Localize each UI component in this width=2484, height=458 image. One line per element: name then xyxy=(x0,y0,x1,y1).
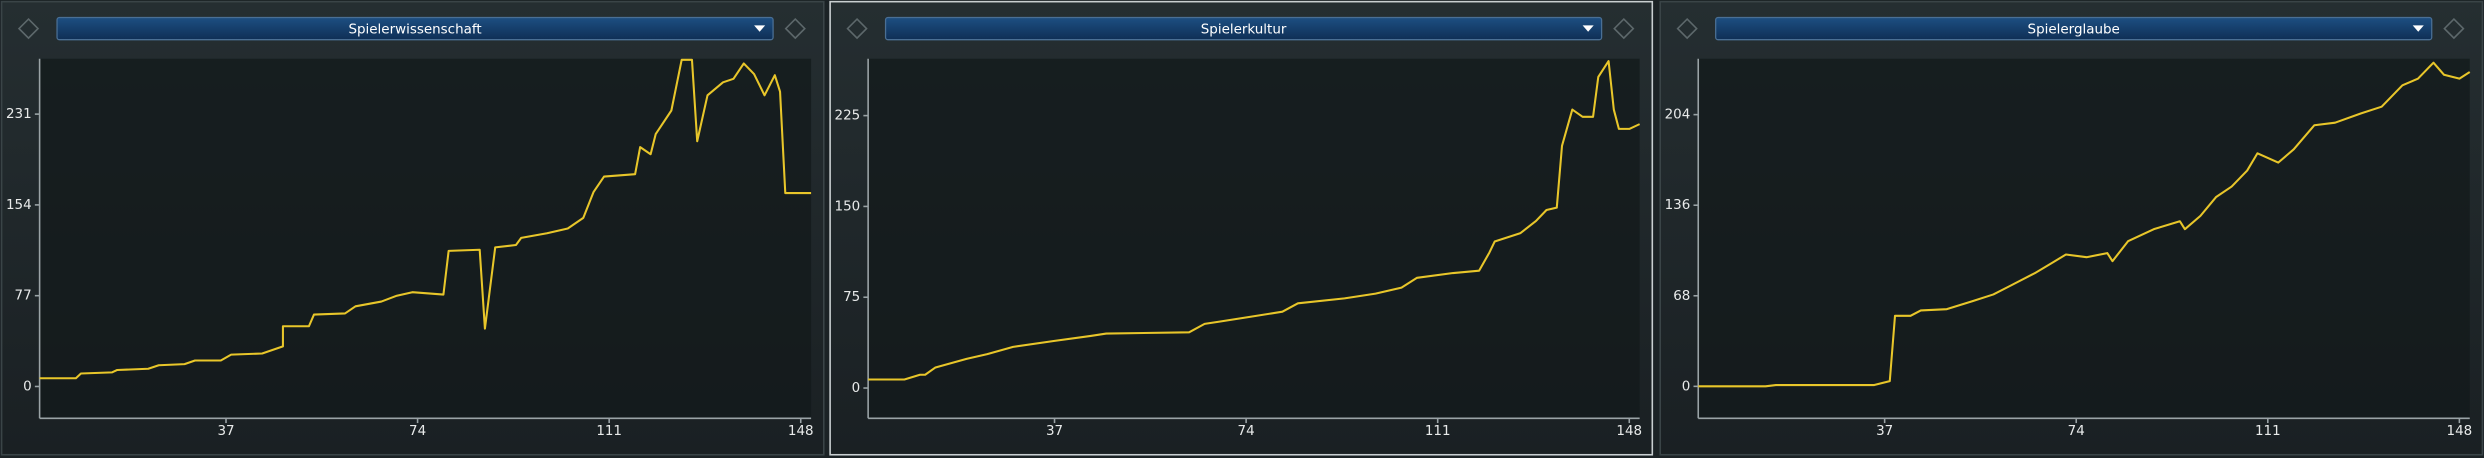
diamond-icon xyxy=(784,17,806,40)
dropdown[interactable] xyxy=(884,16,1603,41)
data-line xyxy=(39,58,812,380)
x-tick-label: 111 xyxy=(596,424,622,439)
dropdown-arrow xyxy=(754,25,766,32)
y-tick-label: 154 xyxy=(6,198,32,213)
plot-area xyxy=(1698,58,2470,419)
plot-area xyxy=(39,58,812,419)
data-line xyxy=(868,60,1641,381)
y-tick-label: 0 xyxy=(852,381,861,396)
y-tick-label: 75 xyxy=(843,290,860,305)
x-tick-label: 148 xyxy=(1616,424,1642,439)
y-tick-label: 68 xyxy=(1673,289,1690,304)
dropdown-arrow xyxy=(1582,25,1594,32)
x-tick-label: 74 xyxy=(1238,424,1255,439)
diamond-icon xyxy=(17,17,40,40)
x-tick-label: 148 xyxy=(2447,424,2473,439)
y-tick-label: 0 xyxy=(1682,379,1691,394)
x-tick-label: 74 xyxy=(409,424,426,439)
diamond-icon xyxy=(2443,17,2465,40)
dropdown-title: Spielerkultur xyxy=(1201,22,1287,37)
y-tick-label: 77 xyxy=(15,289,32,304)
x-tick-label: 74 xyxy=(2068,424,2085,439)
dropdown[interactable] xyxy=(56,16,774,41)
y-tick-label: 136 xyxy=(1665,198,1691,213)
y-tick-label: 204 xyxy=(1665,108,1691,123)
data-line xyxy=(1698,61,2471,388)
diamond-icon xyxy=(1676,17,1698,40)
y-tick-label: 0 xyxy=(23,379,32,394)
diamond-icon xyxy=(1613,17,1635,40)
dropdown-arrow xyxy=(2412,25,2424,32)
x-tick-label: 111 xyxy=(1425,424,1451,439)
plot-area xyxy=(868,58,1640,419)
y-tick-label: 231 xyxy=(6,107,32,122)
x-tick-label: 111 xyxy=(2255,424,2281,439)
y-tick-label: 150 xyxy=(835,199,861,214)
x-tick-label: 148 xyxy=(788,424,814,439)
x-tick-label: 37 xyxy=(1046,424,1063,439)
dropdown-title: Spielerwissenschaft xyxy=(348,22,481,37)
dropdown-title: Spielerglaube xyxy=(2028,22,2120,37)
dropdown[interactable] xyxy=(1715,16,2433,41)
y-tick-label: 225 xyxy=(835,109,861,124)
x-tick-label: 37 xyxy=(1876,424,1893,439)
diamond-icon xyxy=(846,17,868,40)
x-tick-label: 37 xyxy=(217,424,234,439)
